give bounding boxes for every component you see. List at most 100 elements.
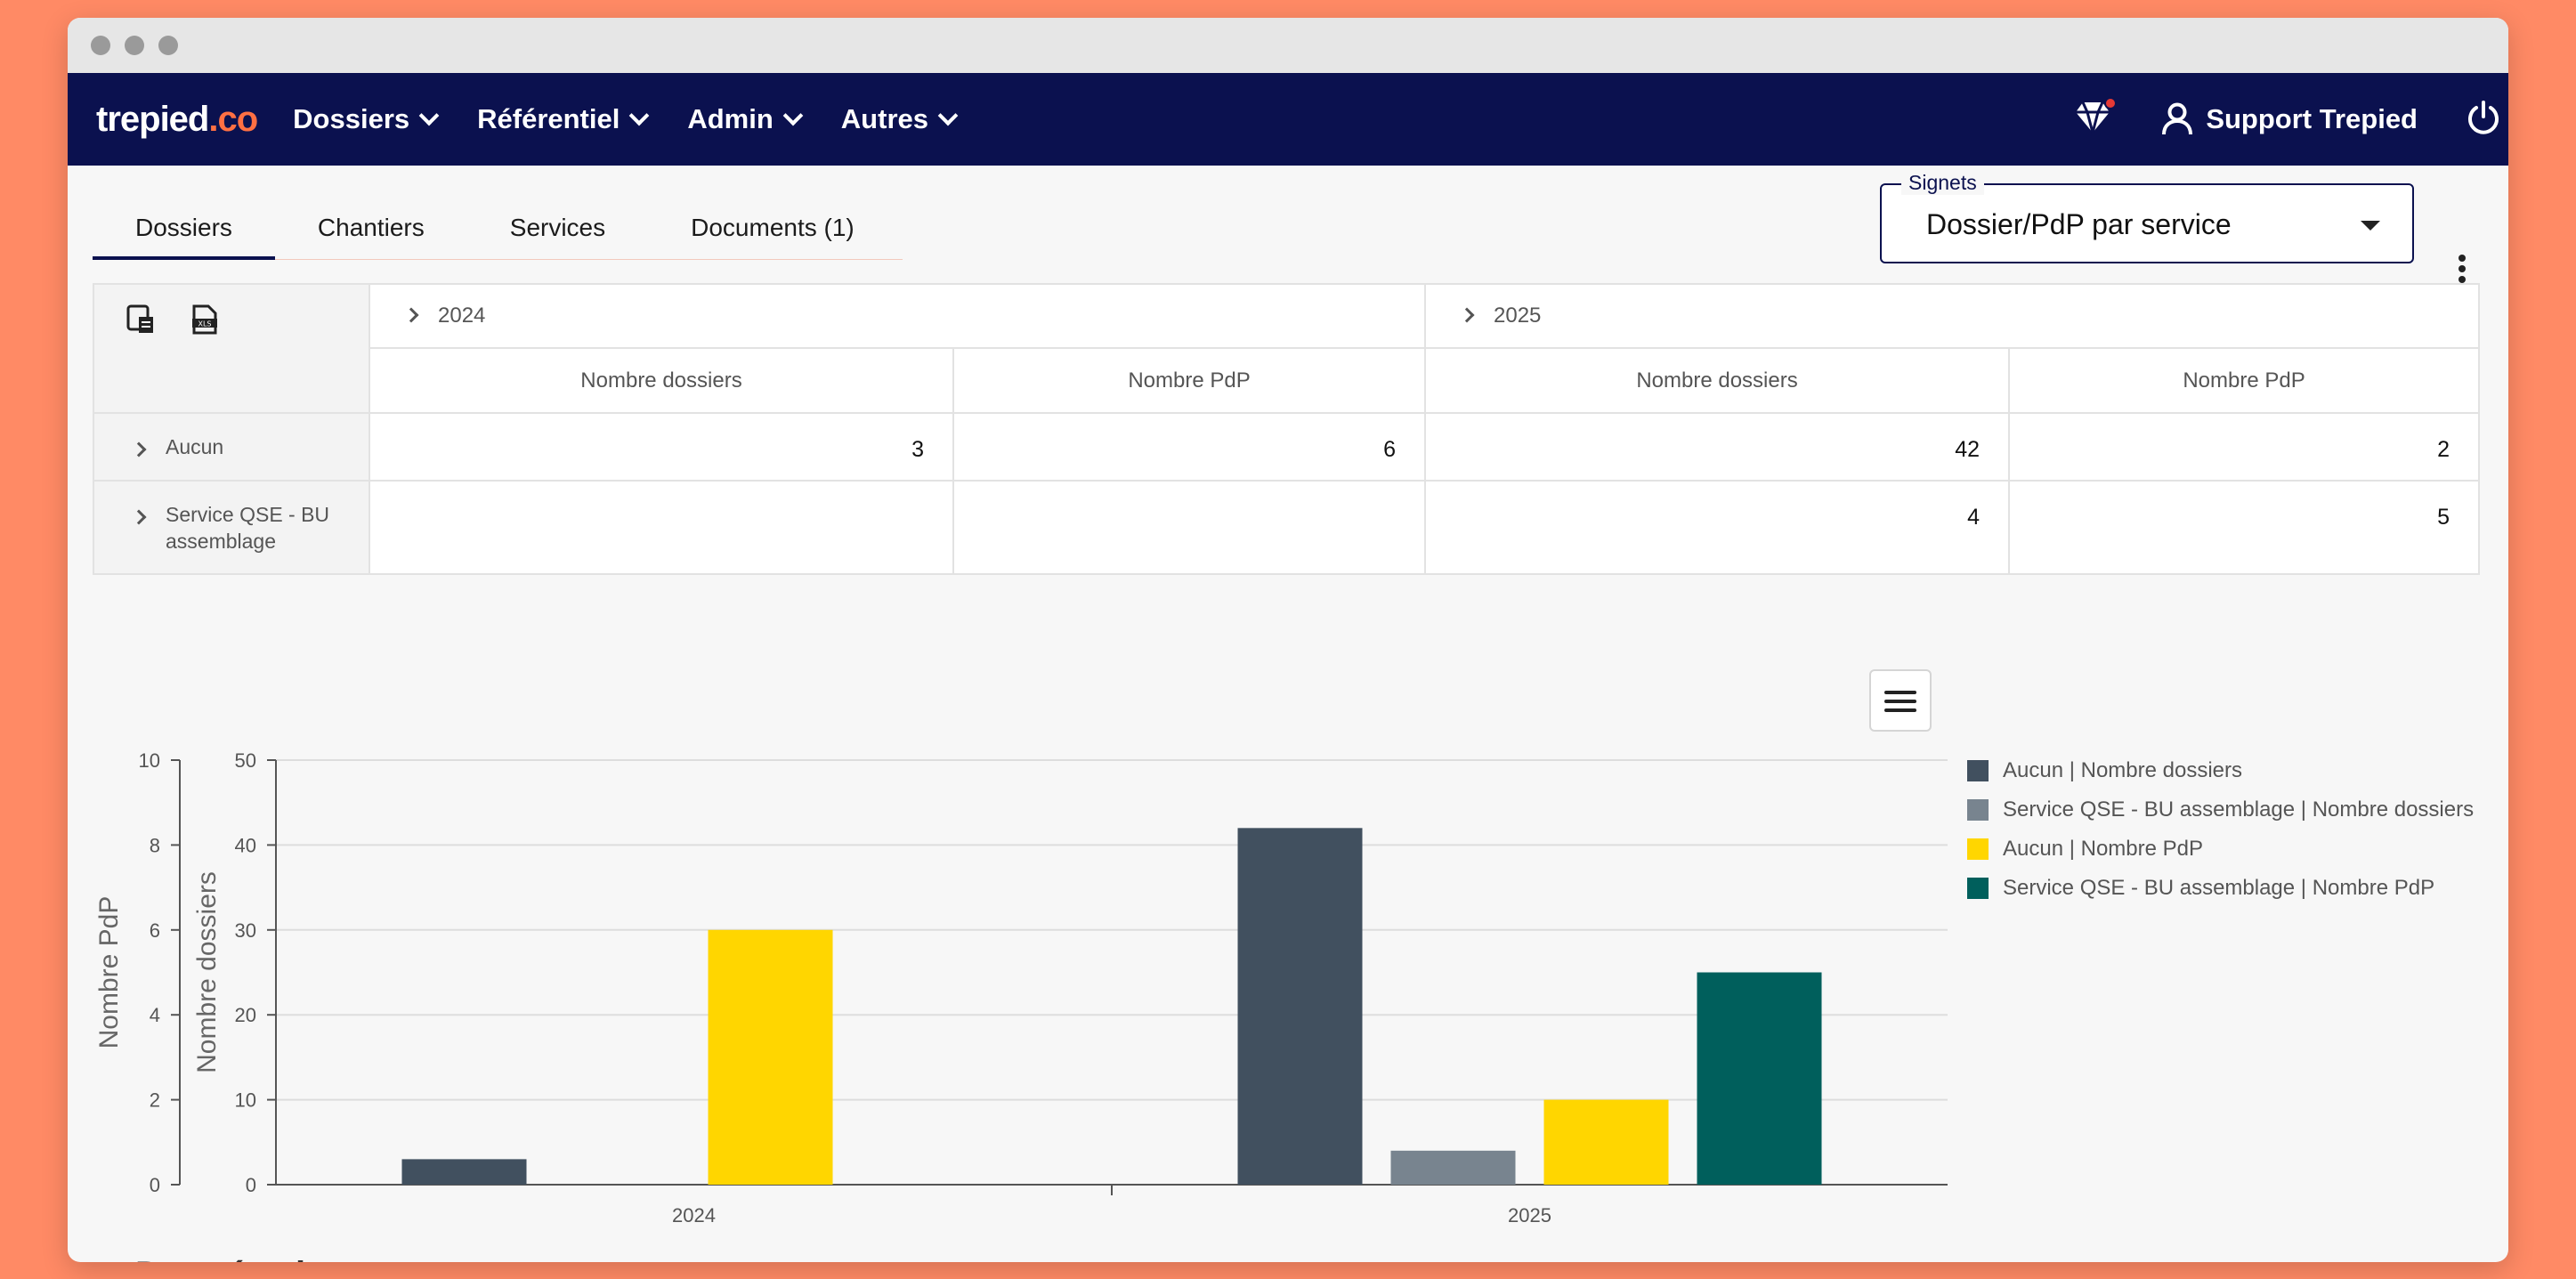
table-cell: 2 xyxy=(2008,411,2481,482)
chart-legend: Aucun | Nombre dossiers Service QSE - BU … xyxy=(1967,751,2474,908)
bar xyxy=(1390,1150,1516,1185)
table-cell: 3 xyxy=(369,411,954,482)
nav-item-admin[interactable]: Admin xyxy=(687,103,804,135)
table-cell: 5 xyxy=(2008,480,2481,575)
window-minimize-dot[interactable] xyxy=(125,36,144,55)
table-row: Service QSE - BU assemblage 4 5 xyxy=(93,480,2481,575)
measure-header: Nombre dossiers xyxy=(369,347,954,414)
chevron-down-icon xyxy=(629,105,650,126)
user-name: Support Trepied xyxy=(2206,103,2418,134)
chart-menu-button[interactable] xyxy=(1869,669,1932,732)
raw-data-title: Données brutes xyxy=(135,1255,404,1262)
table-cell xyxy=(369,480,954,575)
power-icon[interactable] xyxy=(2466,100,2501,140)
nav-item-autres[interactable]: Autres xyxy=(840,103,959,135)
svg-text:XLS: XLS xyxy=(198,320,211,328)
table-cell: 6 xyxy=(952,411,1427,482)
year-header-2024[interactable]: 2024 xyxy=(368,282,1427,350)
table-row: Aucun 3 6 42 2 xyxy=(93,411,2481,482)
signets-select[interactable]: Signets Dossier/PdP par service xyxy=(1880,171,2414,263)
bar xyxy=(401,1159,527,1185)
dossiers-tick-label: 50 xyxy=(235,749,256,772)
pdp-tick-label: 6 xyxy=(150,919,160,942)
nav-item-dossiers[interactable]: Dossiers xyxy=(293,103,440,135)
legend-item[interactable]: Aucun | Nombre PdP xyxy=(1967,830,2474,869)
signets-label: Signets xyxy=(1901,171,1984,195)
nav-item-label: Dossiers xyxy=(293,103,410,134)
nav-item-referentiel[interactable]: Référentiel xyxy=(477,103,650,135)
tab-chantiers[interactable]: Chantiers xyxy=(317,214,425,241)
pdp-tick-label: 8 xyxy=(150,834,160,856)
row-header-service-qse[interactable]: Service QSE - BU assemblage xyxy=(93,480,370,575)
tab-documents[interactable]: Documents (1) xyxy=(691,214,855,241)
signets-value: Dossier/PdP par service xyxy=(1926,208,2232,240)
legend-swatch xyxy=(1967,799,1989,821)
legend-item[interactable]: Aucun | Nombre dossiers xyxy=(1967,751,2474,790)
row-header-aucun[interactable]: Aucun xyxy=(93,411,370,482)
app-logo[interactable]: trepied.co xyxy=(96,99,258,140)
tab-dossiers[interactable]: Dossiers xyxy=(93,192,275,260)
logo-main: trepied xyxy=(96,99,209,139)
legend-label: Aucun | Nombre PdP xyxy=(2003,837,2204,861)
chevron-down-icon xyxy=(937,105,959,126)
category-label: 2025 xyxy=(1508,1204,1551,1226)
table-cell xyxy=(952,480,1427,575)
top-navbar: trepied.co Dossiers Référentiel Admin Au… xyxy=(68,73,2508,166)
dossiers-axis-title: Nombre dossiers xyxy=(192,871,222,1073)
legend-label: Aucun | Nombre dossiers xyxy=(2003,758,2243,782)
bar-chart: 0 10 20 30 40 50 0 2 4 6 8 10 Nombre PdP Nombre dossi… xyxy=(94,749,1948,1226)
notification-badge xyxy=(2104,96,2118,109)
measure-header: Nombre PdP xyxy=(952,347,1427,414)
main-menu: Dossiers Référentiel Admin Autres xyxy=(293,103,996,135)
tab-bar: Dossiers Chantiers Services Documents (1… xyxy=(93,192,903,260)
table-view-icon[interactable] xyxy=(126,304,155,339)
dossiers-tick-label: 10 xyxy=(235,1089,256,1112)
chevron-down-icon xyxy=(418,105,440,126)
more-options-icon[interactable] xyxy=(2457,255,2467,290)
pdp-tick-label: 4 xyxy=(150,1004,160,1026)
diamond-icon[interactable] xyxy=(2074,96,2118,139)
nav-item-label: Autres xyxy=(840,103,928,134)
nav-right: Support Trepied xyxy=(2074,96,2508,140)
user-menu[interactable]: Support Trepied xyxy=(2161,102,2418,136)
nav-item-label: Référentiel xyxy=(477,103,620,134)
measure-header: Nombre PdP xyxy=(2008,347,2481,414)
pivot-corner: XLS xyxy=(93,283,370,414)
pdp-tick-label: 2 xyxy=(150,1089,160,1112)
row-label: Service QSE - BU assemblage xyxy=(166,503,330,554)
pivot-table: XLS 2024 2025 Nombre dossiers Nombre PdP… xyxy=(93,282,2481,575)
bar xyxy=(1237,828,1363,1185)
pdp-tick-label: 0 xyxy=(150,1174,160,1196)
row-label: Aucun xyxy=(166,434,224,458)
export-file-icon[interactable]: XLS xyxy=(190,304,219,339)
bar xyxy=(1697,972,1822,1185)
main-content: Dossiers Chantiers Services Documents (1… xyxy=(68,166,2508,1262)
legend-label: Service QSE - BU assemblage | Nombre dos… xyxy=(2003,797,2475,822)
legend-item[interactable]: Service QSE - BU assemblage | Nombre dos… xyxy=(1967,790,2474,830)
year-label: 2024 xyxy=(438,304,486,328)
bar xyxy=(708,929,833,1185)
legend-label: Service QSE - BU assemblage | Nombre PdP xyxy=(2003,876,2435,900)
nav-item-label: Admin xyxy=(687,103,774,134)
category-label: 2024 xyxy=(672,1204,716,1226)
dossiers-tick-label: 30 xyxy=(235,919,256,942)
table-cell: 4 xyxy=(1424,480,2011,575)
year-header-2025[interactable]: 2025 xyxy=(1424,282,2481,350)
dossiers-tick-label: 40 xyxy=(235,834,256,856)
logo-suffix: .co xyxy=(208,99,258,139)
pdp-tick-label: 10 xyxy=(139,749,160,772)
chevron-down-icon xyxy=(782,105,804,126)
year-label: 2025 xyxy=(1494,304,1542,328)
tab-services[interactable]: Services xyxy=(509,214,606,241)
measure-header: Nombre dossiers xyxy=(1424,347,2011,414)
legend-swatch xyxy=(1967,760,1989,781)
legend-swatch xyxy=(1967,878,1989,899)
window-maximize-dot[interactable] xyxy=(158,36,178,55)
dossiers-tick-label: 20 xyxy=(235,1004,256,1026)
legend-item[interactable]: Service QSE - BU assemblage | Nombre PdP xyxy=(1967,869,2474,908)
bar xyxy=(1543,1099,1669,1185)
window-close-dot[interactable] xyxy=(91,36,110,55)
browser-window: trepied.co Dossiers Référentiel Admin Au… xyxy=(68,18,2508,1262)
raw-data-section-title[interactable]: Données brutes xyxy=(109,1255,404,1262)
dossiers-tick-label: 0 xyxy=(246,1174,256,1196)
